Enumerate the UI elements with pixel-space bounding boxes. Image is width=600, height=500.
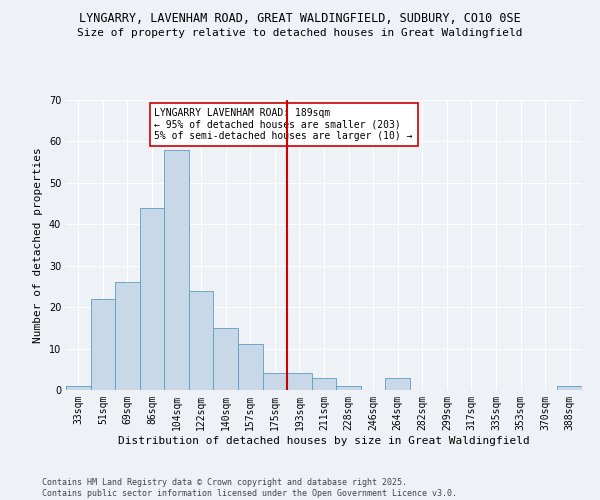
Bar [312,378,336,390]
Text: Contains HM Land Registry data © Crown copyright and database right 2025.
Contai: Contains HM Land Registry data © Crown c… [42,478,457,498]
Bar [189,290,214,390]
Bar [140,208,164,390]
Text: Size of property relative to detached houses in Great Waldingfield: Size of property relative to detached ho… [77,28,523,38]
Bar [557,386,582,390]
Bar [287,374,312,390]
Bar [263,374,287,390]
X-axis label: Distribution of detached houses by size in Great Waldingfield: Distribution of detached houses by size … [118,436,530,446]
Y-axis label: Number of detached properties: Number of detached properties [33,147,43,343]
Text: LYNGARRY LAVENHAM ROAD: 189sqm
← 95% of detached houses are smaller (203)
5% of : LYNGARRY LAVENHAM ROAD: 189sqm ← 95% of … [154,108,413,142]
Bar [336,386,361,390]
Bar [91,299,115,390]
Bar [214,328,238,390]
Text: LYNGARRY, LAVENHAM ROAD, GREAT WALDINGFIELD, SUDBURY, CO10 0SE: LYNGARRY, LAVENHAM ROAD, GREAT WALDINGFI… [79,12,521,26]
Bar [164,150,189,390]
Bar [66,386,91,390]
Bar [385,378,410,390]
Bar [238,344,263,390]
Bar [115,282,140,390]
